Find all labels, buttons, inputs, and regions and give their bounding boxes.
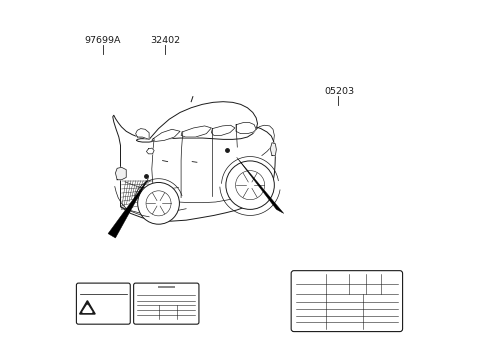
FancyBboxPatch shape	[291, 271, 403, 332]
Polygon shape	[152, 129, 180, 141]
Polygon shape	[108, 178, 148, 238]
Polygon shape	[146, 148, 154, 154]
Polygon shape	[83, 305, 92, 312]
Polygon shape	[270, 143, 276, 155]
Polygon shape	[237, 157, 284, 213]
Bar	[158, 286, 175, 288]
Polygon shape	[136, 102, 257, 142]
Polygon shape	[181, 126, 211, 137]
FancyBboxPatch shape	[76, 283, 130, 324]
Polygon shape	[211, 125, 235, 135]
FancyBboxPatch shape	[133, 283, 199, 324]
Polygon shape	[116, 167, 126, 180]
Polygon shape	[136, 128, 149, 139]
Polygon shape	[113, 115, 276, 221]
Circle shape	[226, 161, 275, 210]
Circle shape	[146, 191, 171, 216]
Circle shape	[236, 171, 264, 200]
Text: 05203: 05203	[324, 87, 354, 96]
Text: 32402: 32402	[150, 36, 180, 45]
Polygon shape	[80, 301, 95, 314]
Polygon shape	[236, 123, 256, 134]
Text: 97699A: 97699A	[84, 36, 121, 45]
Circle shape	[138, 183, 180, 224]
